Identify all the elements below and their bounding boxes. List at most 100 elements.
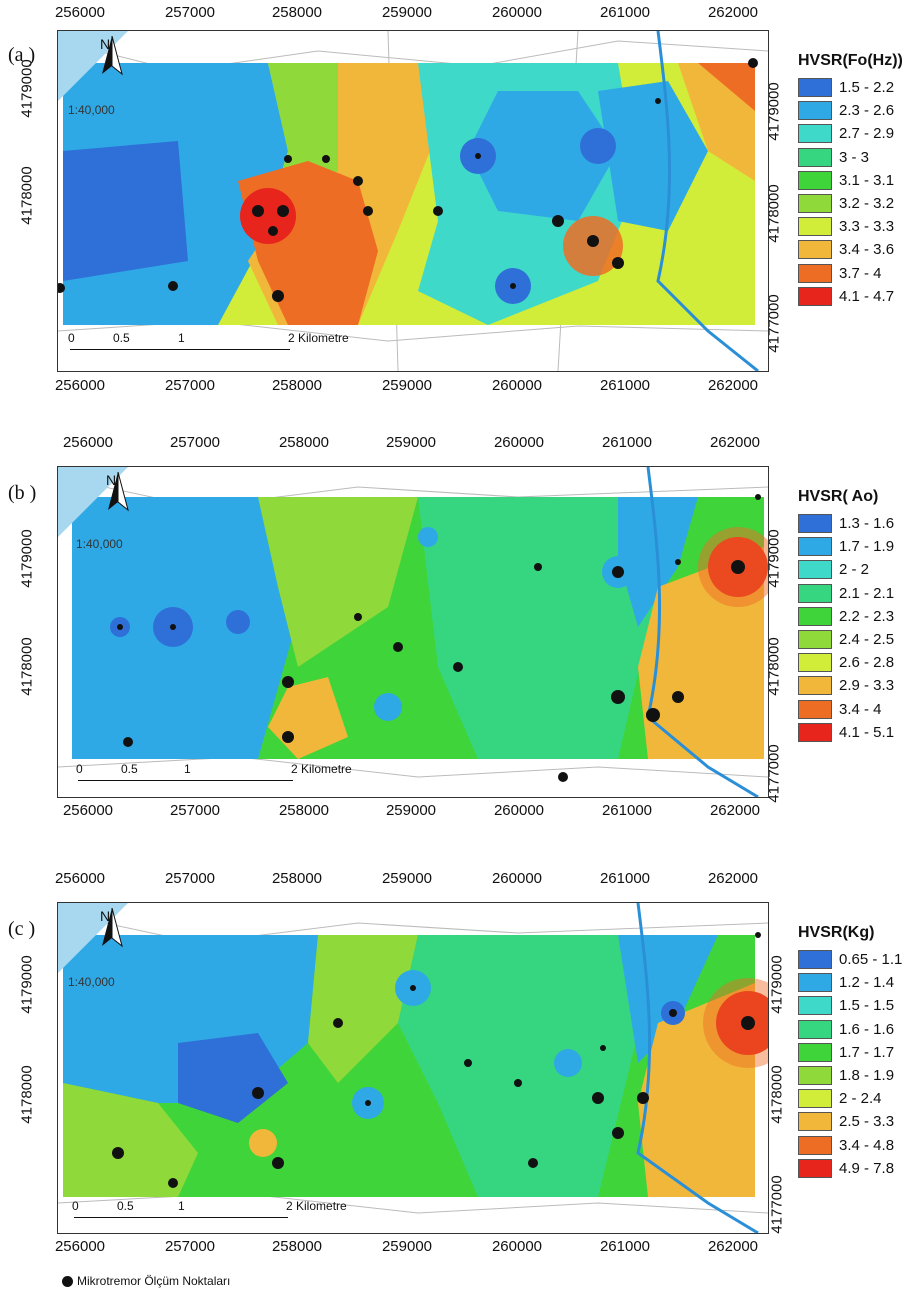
legend-item: 3.4 - 4 — [798, 698, 922, 721]
x-tick: 257000 — [169, 802, 221, 819]
legend-item: 3.2 - 3.2 — [798, 192, 922, 215]
legend-item: 3.4 - 4.8 — [798, 1134, 922, 1157]
legend-label: 3 - 3 — [839, 148, 870, 166]
legend-swatch — [798, 606, 832, 626]
x-tick: 260000 — [493, 434, 545, 451]
legend-swatch — [798, 950, 832, 970]
north-label: N — [100, 908, 111, 924]
legend-item: 4.1 - 4.7 — [798, 285, 922, 308]
legend-item: 2.7 - 2.9 — [798, 122, 922, 145]
x-tick: 256000 — [62, 802, 114, 819]
x-tick: 258000 — [271, 377, 323, 394]
scale-bar: 0 0.5 1 2 Kilometre — [72, 1199, 372, 1229]
legend-item: 1.8 - 1.9 — [798, 1064, 922, 1087]
scale-bar: 0 0.5 1 2 Kilometre — [76, 762, 376, 792]
x-tick: 258000 — [278, 434, 330, 451]
legend-item: 2.4 - 2.5 — [798, 628, 922, 651]
legend-swatch — [798, 170, 832, 190]
legend-swatch — [798, 101, 832, 121]
x-tick: 261000 — [601, 802, 653, 819]
scale-label: 0.5 — [113, 331, 130, 345]
legend-item: 3.3 - 3.3 — [798, 215, 922, 238]
x-tick: 260000 — [491, 4, 543, 21]
legend-swatch — [798, 653, 832, 673]
map-scale: 1:40,000 — [68, 975, 115, 989]
footer-label: Mikrotremor Ölçüm Noktaları — [77, 1274, 231, 1288]
map-graphic — [58, 467, 768, 797]
legend-swatch — [798, 1112, 832, 1132]
x-tick: 256000 — [54, 4, 106, 21]
x-tick: 259000 — [381, 4, 433, 21]
north-arrow-icon — [102, 908, 123, 948]
legend-swatch — [798, 676, 832, 696]
legend-label: 2.2 - 2.3 — [839, 607, 895, 625]
legend-title: HVSR( Ao) — [798, 488, 879, 505]
y-tick: 4177000 — [768, 1175, 786, 1234]
legend-swatch — [798, 1019, 832, 1039]
legend-label: 3.4 - 4.8 — [839, 1136, 895, 1154]
legend-swatch — [798, 973, 832, 993]
contour-map-fo: N 1:40,000 0 0.5 1 2 Kilometre — [57, 30, 769, 372]
legend-list: 0.65 - 1.1 1.2 - 1.4 1.5 - 1.5 1.6 - 1.6… — [798, 948, 922, 1180]
panel-label: (c ) — [8, 918, 36, 940]
legend-label: 3.3 - 3.3 — [839, 218, 895, 236]
legend-swatch — [798, 124, 832, 144]
x-tick: 257000 — [164, 377, 216, 394]
x-tick: 261000 — [599, 377, 651, 394]
legend-swatch — [798, 537, 832, 557]
panel-c: (c ) 256000 257000 258000 259000 260000 … — [0, 866, 922, 1266]
y-tick: 4179000 — [18, 955, 36, 1014]
legend-label: 2.1 - 2.1 — [839, 584, 895, 602]
legend-item: 3 - 3 — [798, 146, 922, 169]
panel-label: (b ) — [8, 482, 37, 504]
scale-label: 2 Kilometre — [286, 1199, 347, 1213]
legend-item: 3.7 - 4 — [798, 262, 922, 285]
x-tick: 260000 — [491, 377, 543, 394]
legend-title: HVSR(Kg) — [798, 924, 875, 941]
legend-label: 1.5 - 1.5 — [839, 997, 895, 1015]
legend-item: 2.2 - 2.3 — [798, 605, 922, 628]
x-tick: 257000 — [169, 434, 221, 451]
y-tick: 4178000 — [18, 1065, 36, 1124]
legend-swatch — [798, 699, 832, 719]
legend-label: 1.3 - 1.6 — [839, 515, 895, 533]
legend-swatch — [798, 996, 832, 1016]
legend: HVSR( Ao) 1.3 - 1.6 1.7 - 1.9 2 - 2 2.1 … — [798, 488, 922, 744]
legend-label: 4.1 - 4.7 — [839, 287, 895, 305]
map-scale: 1:40,000 — [76, 537, 123, 551]
legend-swatch — [798, 1066, 832, 1086]
scale-label: 0 — [76, 762, 83, 776]
x-tick: 261000 — [599, 1238, 651, 1255]
legend-label: 2.6 - 2.8 — [839, 654, 895, 672]
north-arrow-icon — [102, 36, 123, 76]
legend-swatch — [798, 1042, 832, 1062]
north-arrow: N — [100, 36, 123, 76]
scale-label: 2 Kilometre — [288, 331, 349, 345]
legend-swatch — [798, 583, 832, 603]
x-tick: 259000 — [385, 434, 437, 451]
scale-label: 1 — [184, 762, 191, 776]
panel-a: (a ) 256000 257000 258000 259000 260000 … — [0, 0, 922, 400]
x-tick: 260000 — [491, 1238, 543, 1255]
north-arrow: N — [100, 908, 123, 948]
map-graphic — [58, 903, 768, 1233]
legend-item: 2.1 - 2.1 — [798, 582, 922, 605]
legend-label: 1.2 - 1.4 — [839, 974, 895, 992]
map-scale: 1:40,000 — [68, 103, 115, 117]
x-tick: 256000 — [54, 870, 106, 887]
x-tick: 261000 — [601, 434, 653, 451]
panel-b: (b ) 256000 257000 258000 259000 260000 … — [0, 430, 922, 830]
scale-bar: 0 0.5 1 2 Kilometre — [68, 331, 368, 361]
legend-item: 2.6 - 2.8 — [798, 651, 922, 674]
north-label: N — [100, 36, 111, 52]
x-tick: 258000 — [271, 4, 323, 21]
legend-item: 1.2 - 1.4 — [798, 971, 922, 994]
legend-swatch — [798, 722, 832, 742]
legend-item: 2 - 2 — [798, 558, 922, 581]
legend-item: 4.1 - 5.1 — [798, 721, 922, 744]
legend-swatch — [798, 514, 832, 534]
legend: HVSR(Fo(Hz)) 1.5 - 2.2 2.3 - 2.6 2.7 - 2… — [798, 52, 922, 308]
x-tick: 258000 — [271, 1238, 323, 1255]
x-tick: 256000 — [54, 1238, 106, 1255]
legend-label: 2.4 - 2.5 — [839, 631, 895, 649]
